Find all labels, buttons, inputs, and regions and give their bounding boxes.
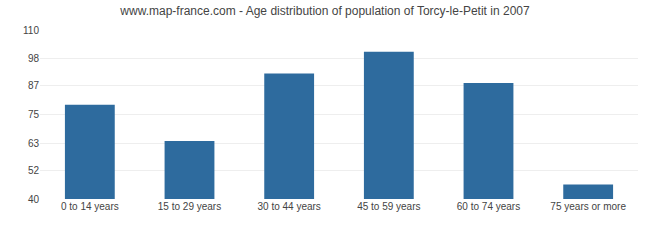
svg-text:30 to 44 years: 30 to 44 years [257,201,320,212]
svg-text:45 to 59 years: 45 to 59 years [357,201,420,212]
svg-text:98: 98 [28,53,40,64]
svg-text:60 to 74 years: 60 to 74 years [457,201,520,212]
svg-text:75 years or more: 75 years or more [550,201,626,212]
svg-text:87: 87 [28,80,40,91]
svg-text:75: 75 [28,109,40,120]
svg-text:110: 110 [23,25,39,36]
svg-text:15 to 29 years: 15 to 29 years [158,201,221,212]
svg-text:52: 52 [28,165,40,176]
svg-text:40: 40 [28,194,40,205]
svg-text:63: 63 [28,138,40,149]
svg-text:www.map-france.com - Age distr: www.map-france.com - Age distribution of… [119,4,530,18]
svg-text:0 to 14 years: 0 to 14 years [61,201,119,212]
